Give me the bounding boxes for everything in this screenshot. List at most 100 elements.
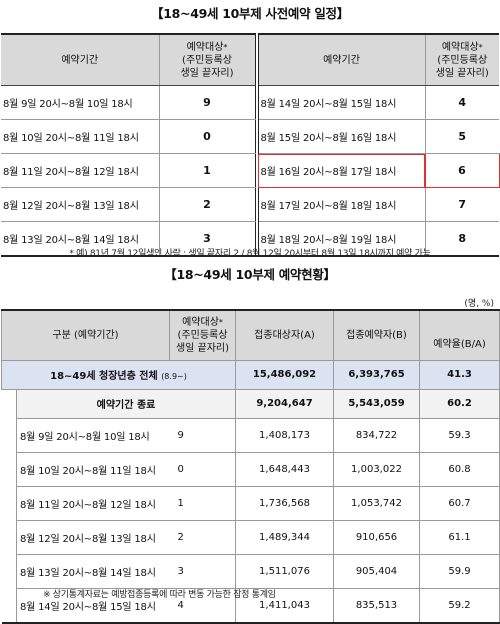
status-digit: 3 [169, 553, 236, 589]
schedule-row: 8월 13일 20시~8월 14일 18시 3 8월 18일 20시~8월 19… [1, 221, 499, 257]
total-label-text: 18~49세 청장년층 전체 [50, 371, 158, 382]
status-period: 8월 13일 20시~8월 14일 18시 [16, 553, 170, 589]
total-label-small: (8.9~) [161, 372, 187, 381]
schedule-digit: 3 [158, 221, 255, 257]
ended-rate: 60.2 [419, 388, 500, 419]
total-eligible: 15,486,092 [235, 359, 334, 390]
status-eligible: 1,489,344 [235, 519, 334, 555]
status-header-target: 예약대상* (주민등록상 생일 끝자리) [169, 309, 236, 361]
schedule-header-target-right: 예약대상* (주민등록상 생일 끝자리) [424, 33, 499, 86]
table-divider [254, 221, 259, 257]
status-reserved: 1,003,022 [333, 451, 420, 487]
status-row: 8월 11일 20시~8월 12일 18시 1 1,736,568 1,053,… [2, 485, 500, 521]
schedule-period: 8월 12일 20시~8월 13일 18시 [1, 187, 159, 222]
table-divider [254, 34, 259, 86]
table-divider [254, 85, 259, 120]
status-digit: 9 [169, 417, 236, 453]
schedule-period: 8월 14일 20시~8월 15일 18시 [258, 85, 425, 120]
schedule-table: 예약기간 예약대상* (주민등록상 생일 끝자리) 예약기간 예약대상* (주민… [1, 33, 500, 257]
schedule-digit: 1 [158, 153, 255, 188]
schedule-header-target-left: 예약대상* (주민등록상 생일 끝자리) [158, 33, 255, 86]
schedule-row: 8월 10일 20시~8월 11일 18시 0 8월 15일 20시~8월 16… [1, 119, 499, 154]
status-row: 8월 9일 20시~8월 10일 18시 9 1,408,173 834,722… [2, 417, 500, 453]
schedule-header-row: 예약기간 예약대상* (주민등록상 생일 끝자리) 예약기간 예약대상* (주민… [1, 33, 499, 86]
status-digit: 2 [169, 519, 236, 555]
schedule-period: 8월 17일 20시~8월 18일 18시 [258, 187, 425, 222]
header-target-sub1: (주민등록상 [437, 54, 488, 66]
total-reserved: 6,393,765 [333, 359, 420, 390]
schedule-period: 8월 10일 20시~8월 11일 18시 [1, 119, 159, 154]
schedule-digit: 9 [158, 85, 255, 120]
schedule-title: 【18~49세 10부제 사전예약 일정】 [151, 6, 349, 21]
header-target-sub2: 생일 끝자리) [435, 67, 489, 79]
status-reserved: 835,513 [333, 587, 420, 624]
status-reserved: 834,722 [333, 417, 420, 453]
unit-label: (명, %) [464, 299, 494, 309]
status-table: 구분 (예약기간) 예약대상* (주민등록상 생일 끝자리) 접종대상자(A) … [1, 309, 500, 624]
header-target-label: 예약대상 [441, 41, 479, 53]
status-reserved: 1,053,742 [333, 485, 420, 521]
status-rate: 59.3 [419, 417, 500, 453]
status-ended-row: 예약기간 종료 9,204,647 5,543,059 60.2 [1, 388, 500, 624]
status-row: 8월 12일 20시~8월 13일 18시 2 1,489,344 910,65… [2, 519, 500, 555]
total-rate: 41.3 [419, 359, 500, 390]
ended-label: 예약기간 종료 [16, 388, 236, 419]
status-period: 8월 11일 20시~8월 12일 18시 [16, 485, 170, 521]
status-reserved: 910,656 [333, 519, 420, 555]
ended-eligible: 9,204,647 [235, 388, 334, 419]
schedule-header-period-left: 예약기간 [1, 33, 159, 86]
table-divider [254, 119, 259, 154]
status-period: 8월 10일 20시~8월 11일 18시 [16, 451, 170, 487]
schedule-period-highlighted: 8월 16일 20시~8월 17일 18시 [258, 153, 425, 188]
status-header-eligible: 접종대상자(A) [235, 309, 334, 361]
indent-spacer [1, 389, 17, 624]
schedule-digit: 0 [158, 119, 255, 154]
status-digit: 0 [169, 451, 236, 487]
status-period: 8월 12일 20시~8월 13일 18시 [16, 519, 170, 555]
status-total-row: 18~49세 청장년층 전체 (8.9~) 15,486,092 6,393,7… [1, 359, 500, 390]
schedule-row: 8월 11일 20시~8월 12일 18시 1 8월 16일 20시~8월 17… [1, 153, 500, 188]
status-rate: 61.1 [419, 519, 500, 555]
schedule-digit: 4 [424, 85, 499, 120]
schedule-header-period-right: 예약기간 [258, 33, 425, 86]
schedule-period: 8월 13일 20시~8월 14일 18시 [1, 221, 159, 257]
header-target-sub2: 생일 끝자리) [175, 342, 230, 354]
status-title: 【18~49세 10부제 예약현황】 [164, 267, 336, 282]
status-digit: 1 [169, 485, 236, 521]
header-target-label: 예약대상 [186, 41, 224, 53]
schedule-digit-highlighted: 6 [424, 153, 500, 188]
status-header-reserved: 접종예약자(B) [333, 309, 420, 361]
status-header-rate: 예약율(B/A) [419, 309, 500, 361]
status-rate: 60.8 [419, 451, 500, 487]
header-target-sub1: (주민등록상 [177, 329, 228, 341]
status-eligible: 1,736,568 [235, 485, 334, 521]
header-target-sub2: 생일 끝자리) [180, 67, 234, 79]
schedule-period: 8월 9일 20시~8월 10일 18시 [1, 85, 159, 120]
schedule-period: 8월 11일 20시~8월 12일 18시 [1, 153, 159, 188]
status-eligible: 1,648,443 [235, 451, 334, 487]
status-header-row: 구분 (예약기간) 예약대상* (주민등록상 생일 끝자리) 접종대상자(A) … [1, 309, 500, 361]
status-rate: 60.7 [419, 485, 500, 521]
status-header-division: 구분 (예약기간) [1, 309, 170, 361]
header-target-sub1: (주민등록상 [182, 54, 232, 66]
table-divider [254, 153, 259, 188]
schedule-digit: 8 [424, 221, 499, 257]
status-row: 8월 10일 20시~8월 11일 18시 0 1,648,443 1,003,… [2, 451, 500, 487]
header-star: * [478, 42, 483, 52]
header-star: * [223, 42, 228, 52]
header-star: * [218, 317, 223, 327]
status-eligible: 1,408,173 [235, 417, 334, 453]
schedule-period: 8월 18일 20시~8월 19일 18시 [258, 221, 425, 257]
schedule-digit: 7 [424, 187, 499, 222]
status-period: 8월 9일 20시~8월 10일 18시 [16, 417, 170, 453]
schedule-digit: 5 [424, 119, 499, 154]
schedule-row: 8월 12일 20시~8월 13일 18시 2 8월 17일 20시~8월 18… [1, 187, 499, 222]
table-divider [254, 187, 259, 222]
status-row: 8월 13일 20시~8월 14일 18시 3 1,511,076 905,40… [2, 553, 500, 589]
status-footnote: ※ 상기통계자료는 예방접종등록에 따라 변동 가능한 잠정 통계임 [43, 590, 276, 600]
schedule-row: 8월 9일 20시~8월 10일 18시 9 8월 14일 20시~8월 15일… [1, 85, 499, 120]
schedule-footnote: * 예) 81년 7월 12일생인 사람 : 생일 끝자리 2 / 8월 12일… [69, 249, 431, 259]
schedule-digit: 2 [158, 187, 255, 222]
ended-reserved: 5,543,059 [333, 388, 420, 419]
status-reserved: 905,404 [333, 553, 420, 589]
